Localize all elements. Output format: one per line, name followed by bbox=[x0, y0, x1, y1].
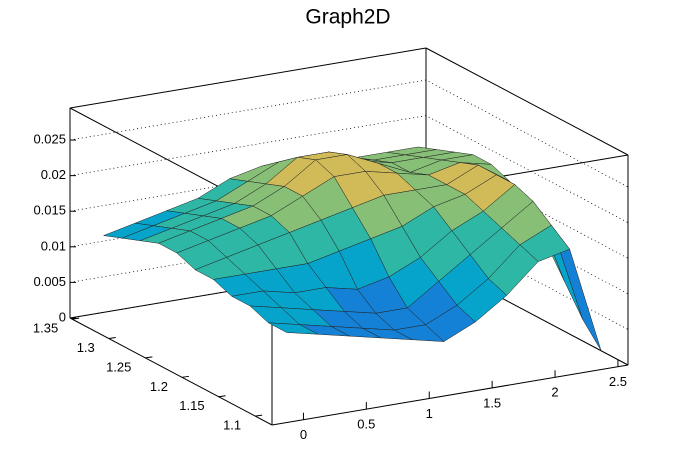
x-tick-label: 2.5 bbox=[609, 374, 627, 389]
y-tick-label: 1.35 bbox=[33, 321, 58, 336]
x-tick-label: 0 bbox=[300, 427, 307, 442]
y-tick bbox=[181, 375, 190, 378]
x-tick-label: 1 bbox=[426, 406, 433, 421]
y-tick-label: 1.15 bbox=[179, 398, 204, 413]
x-tick-label: 1.5 bbox=[483, 395, 501, 410]
z-tick-label: 0 bbox=[59, 309, 66, 324]
y-tick bbox=[108, 337, 116, 340]
x-tick-label: 0.5 bbox=[357, 417, 375, 432]
z-tick-label: 0.025 bbox=[33, 131, 66, 146]
y-tick bbox=[218, 395, 226, 398]
surface-cell bbox=[268, 322, 319, 335]
y-tick-label: 1.3 bbox=[77, 340, 95, 355]
z-tick-label: 0.02 bbox=[41, 167, 66, 182]
grid-line bbox=[69, 115, 629, 223]
z-tick-label: 0.015 bbox=[33, 203, 66, 218]
box-edge bbox=[271, 364, 629, 426]
y-tick-label: 1.25 bbox=[106, 359, 131, 374]
box-edge bbox=[425, 47, 629, 156]
y-tick bbox=[145, 356, 153, 359]
y-tick bbox=[72, 317, 80, 320]
z-tick-label: 0.005 bbox=[33, 274, 66, 289]
y-tick-label: 1.2 bbox=[150, 379, 168, 394]
z-tick-label: 0.01 bbox=[41, 238, 66, 253]
grid-line bbox=[69, 150, 629, 259]
box-edge bbox=[69, 47, 427, 109]
chart-title: Graph2D bbox=[305, 6, 390, 29]
y-tick bbox=[255, 414, 263, 417]
y-tick-label: 1.1 bbox=[223, 418, 241, 433]
box-edge bbox=[69, 317, 273, 426]
x-tick-label: 2 bbox=[551, 385, 558, 400]
grid-line bbox=[69, 79, 629, 188]
